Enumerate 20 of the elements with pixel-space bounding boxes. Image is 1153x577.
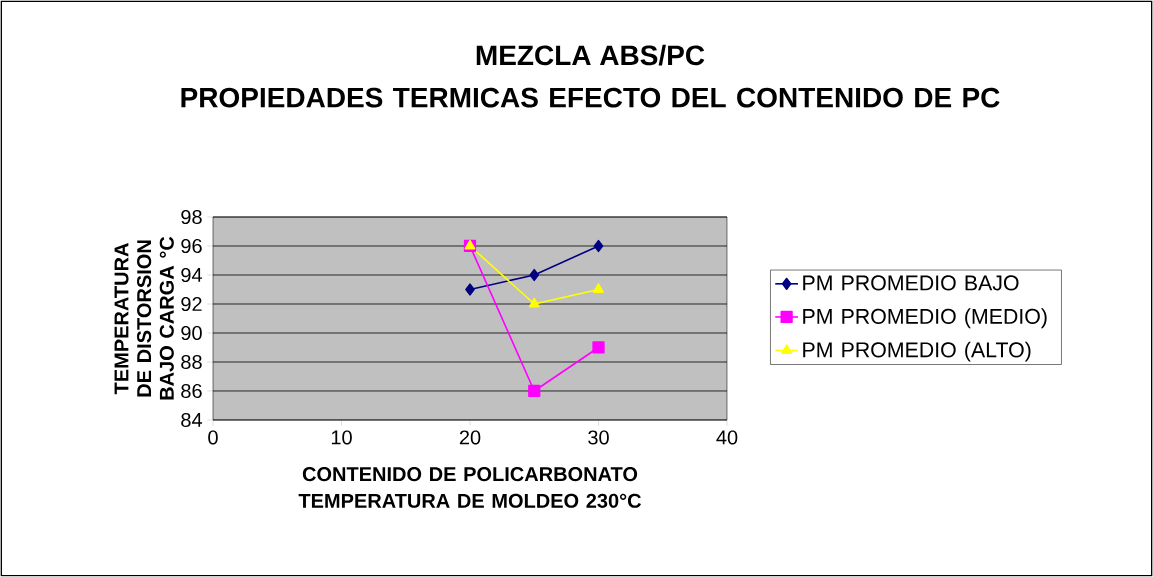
legend-label: PM PROMEDIO (ALTO) xyxy=(803,341,1031,362)
y-tick-label: 96 xyxy=(181,238,202,254)
x-tick-label: 10 xyxy=(331,430,352,445)
legend-label: PM PROMEDIO (MEDIO) xyxy=(803,308,1047,329)
x-tick-label: 40 xyxy=(716,430,738,445)
y-tick-label: 98 xyxy=(181,209,202,225)
x-axis-title: CONTENIDO DE POLICARBONATO TEMPERATURA DE MOLDEO 230°C xyxy=(298,467,642,508)
legend-label: PM PROMEDIO BAJO xyxy=(803,275,1019,291)
chart-subtitle: PROPIEDADES TERMICAS EFECTO DEL CONTENIDO DE PC xyxy=(181,87,1000,108)
y-tick-label: 90 xyxy=(181,325,202,341)
y-tick-label: 88 xyxy=(181,354,202,370)
x-tick-label: 20 xyxy=(459,430,481,445)
y-tick-label: 86 xyxy=(181,383,202,399)
chart-title: MEZCLA ABS/PC xyxy=(476,44,705,66)
y-tick-label: 84 xyxy=(181,412,203,428)
y-axis-title: TEMPERATURA DE DISTORSION BAJO CARGA °C xyxy=(114,236,174,400)
x-tick-label: 30 xyxy=(588,430,609,445)
y-tick-label: 94 xyxy=(181,267,203,283)
y-tick-label: 92 xyxy=(181,296,202,312)
x-tick-label: 0 xyxy=(208,430,218,445)
